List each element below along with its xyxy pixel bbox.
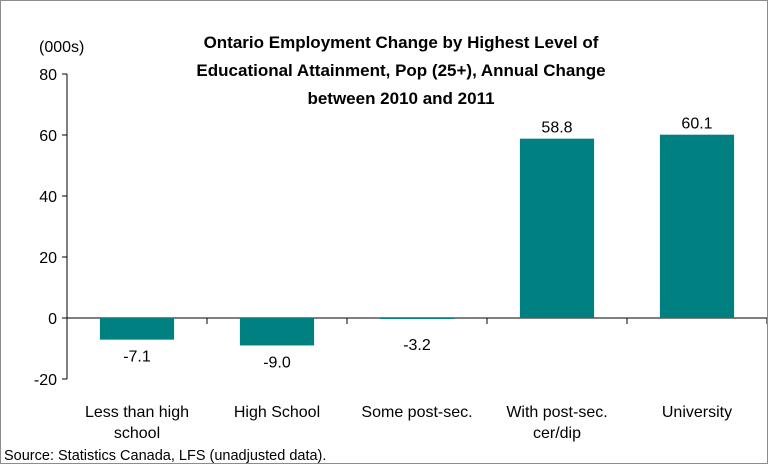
x-tick-label: school: [114, 425, 160, 442]
axes: -20 0 20 40 60 80: [34, 67, 767, 389]
y-tick-label: 80: [39, 67, 57, 84]
source-note: Source: Statistics Canada, LFS (unadjust…: [4, 448, 326, 463]
y-tick-label: 60: [39, 128, 57, 145]
x-tick-labels: Less than high school High School Some post…: [85, 404, 732, 442]
chart-title: Ontario Employment Change by Highest Lev…: [196, 33, 605, 108]
chart-title-line-3: between 2010 and 2011: [307, 89, 494, 108]
y-tick-label: -20: [34, 372, 57, 389]
x-tick-label: cer/dip: [533, 425, 581, 442]
chart-title-line-1: Ontario Employment Change by Highest Lev…: [204, 33, 599, 52]
y-tick-label: 20: [39, 250, 57, 267]
data-labels: -7.1 -9.0 -3.2 58.8 60.1: [123, 116, 712, 372]
data-label: 58.8: [541, 120, 572, 137]
x-tick-label: Less than high: [85, 404, 189, 421]
bar: [379, 318, 455, 319]
data-label: -3.2: [403, 337, 431, 354]
x-tick-label: With post-sec.: [506, 404, 607, 421]
bars: [99, 134, 735, 346]
bar: [239, 318, 315, 346]
data-label: -9.0: [263, 354, 291, 371]
y-tick-label: 0: [48, 311, 57, 328]
x-tick-label: High School: [234, 404, 320, 421]
data-label: 60.1: [681, 116, 712, 133]
y-axis-unit-label: (000s): [39, 39, 84, 56]
bar: [99, 318, 175, 340]
data-label: -7.1: [123, 349, 151, 366]
y-tick-label: 40: [39, 189, 57, 206]
bar: [659, 134, 735, 318]
chart-title-line-2: Educational Attainment, Pop (25+), Annua…: [196, 61, 605, 80]
bar: [519, 138, 595, 318]
x-tick-label: Some post-sec.: [361, 404, 472, 421]
x-tick-label: University: [662, 404, 732, 421]
